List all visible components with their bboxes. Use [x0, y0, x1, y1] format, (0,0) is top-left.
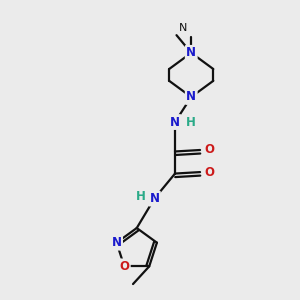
Text: O: O — [204, 166, 214, 178]
Text: N: N — [149, 192, 159, 205]
Text: O: O — [204, 143, 214, 157]
Text: N: N — [112, 236, 122, 249]
Text: H: H — [185, 116, 195, 128]
Text: N: N — [170, 116, 180, 128]
Text: N: N — [186, 46, 196, 59]
Text: H: H — [136, 190, 146, 203]
Text: O: O — [119, 260, 129, 273]
Text: N: N — [179, 23, 187, 33]
Text: N: N — [186, 91, 196, 103]
